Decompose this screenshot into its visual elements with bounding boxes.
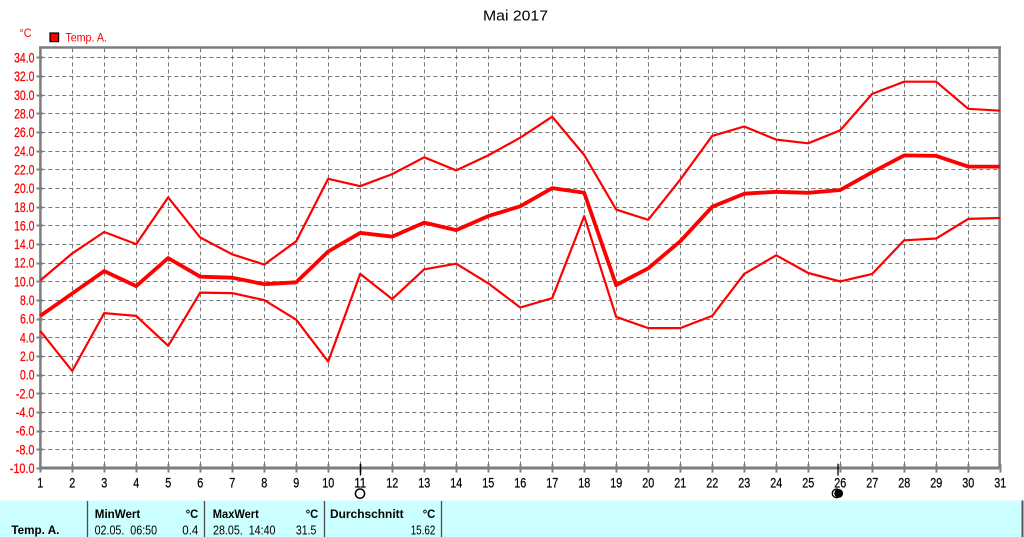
svg-text:23: 23 xyxy=(738,474,750,490)
svg-text:24.0: 24.0 xyxy=(14,143,35,159)
svg-text:4: 4 xyxy=(133,474,139,490)
svg-text:29: 29 xyxy=(930,474,942,490)
svg-text:27: 27 xyxy=(866,474,878,490)
svg-text:30: 30 xyxy=(962,474,974,490)
svg-text:22.0: 22.0 xyxy=(14,161,35,177)
svg-text:°C: °C xyxy=(423,509,436,521)
svg-text:20: 20 xyxy=(642,474,654,490)
svg-text:02.05. 06:50: 02.05. 06:50 xyxy=(95,522,158,537)
svg-text:1: 1 xyxy=(37,474,43,490)
svg-text:12: 12 xyxy=(386,474,398,490)
svg-text:16: 16 xyxy=(514,474,526,490)
svg-text:19: 19 xyxy=(610,474,622,490)
svg-text:-8.0: -8.0 xyxy=(16,441,35,457)
svg-text:9: 9 xyxy=(293,474,299,490)
svg-text:5: 5 xyxy=(165,474,171,490)
svg-text:0.0: 0.0 xyxy=(20,367,35,383)
svg-text:28.05. 14:40: 28.05. 14:40 xyxy=(213,522,276,537)
svg-text:7: 7 xyxy=(229,474,235,490)
svg-text:2.0: 2.0 xyxy=(20,348,35,364)
svg-text:13: 13 xyxy=(418,474,430,490)
svg-text:30.0: 30.0 xyxy=(14,87,35,103)
svg-text:Durchschnitt: Durchschnitt xyxy=(330,509,404,521)
svg-text:15: 15 xyxy=(482,474,494,490)
svg-text:Mai 2017: Mai 2017 xyxy=(483,7,548,24)
svg-text:10: 10 xyxy=(322,474,334,490)
svg-text:14: 14 xyxy=(450,474,462,490)
svg-text:0.4: 0.4 xyxy=(182,522,198,537)
svg-text:31: 31 xyxy=(994,474,1006,490)
svg-text:31.5: 31.5 xyxy=(296,522,317,537)
svg-text:°C: °C xyxy=(20,26,32,40)
svg-text:MinWert: MinWert xyxy=(95,509,141,521)
svg-text:6.0: 6.0 xyxy=(20,311,35,327)
svg-text:MaxWert: MaxWert xyxy=(213,509,259,521)
svg-text:28: 28 xyxy=(898,474,910,490)
svg-text:15.62: 15.62 xyxy=(411,522,436,537)
svg-text:Temp. A.: Temp. A. xyxy=(65,31,107,45)
svg-text:12.0: 12.0 xyxy=(14,255,35,271)
svg-text:4.0: 4.0 xyxy=(20,329,35,345)
svg-text:34.0: 34.0 xyxy=(14,50,35,66)
svg-text:3: 3 xyxy=(101,474,107,490)
svg-text:8.0: 8.0 xyxy=(20,292,35,308)
svg-text:-2.0: -2.0 xyxy=(16,385,35,401)
svg-text:32.0: 32.0 xyxy=(14,68,35,84)
svg-text:26: 26 xyxy=(834,474,846,490)
svg-text:18: 18 xyxy=(578,474,590,490)
svg-text:8: 8 xyxy=(261,474,267,490)
svg-text:21: 21 xyxy=(674,474,686,490)
svg-text:-4.0: -4.0 xyxy=(16,404,35,420)
svg-text:17: 17 xyxy=(546,474,558,490)
svg-text:20.0: 20.0 xyxy=(14,180,35,196)
svg-text:10.0: 10.0 xyxy=(14,273,35,289)
svg-text:-10.0: -10.0 xyxy=(10,460,35,476)
svg-text:14.0: 14.0 xyxy=(14,236,35,252)
svg-text:°C: °C xyxy=(186,509,199,521)
svg-text:25: 25 xyxy=(802,474,814,490)
svg-text:-6.0: -6.0 xyxy=(16,423,35,439)
svg-text:28.0: 28.0 xyxy=(14,106,35,122)
svg-text:11: 11 xyxy=(354,474,366,490)
svg-text:18.0: 18.0 xyxy=(14,199,35,215)
svg-text:24: 24 xyxy=(770,474,782,490)
svg-text:Temp. A.: Temp. A. xyxy=(11,525,59,537)
svg-text:22: 22 xyxy=(706,474,718,490)
svg-text:°C: °C xyxy=(306,509,319,521)
svg-text:26.0: 26.0 xyxy=(14,124,35,140)
svg-text:2: 2 xyxy=(69,474,75,490)
svg-text:6: 6 xyxy=(197,474,203,490)
svg-text:16.0: 16.0 xyxy=(14,217,35,233)
